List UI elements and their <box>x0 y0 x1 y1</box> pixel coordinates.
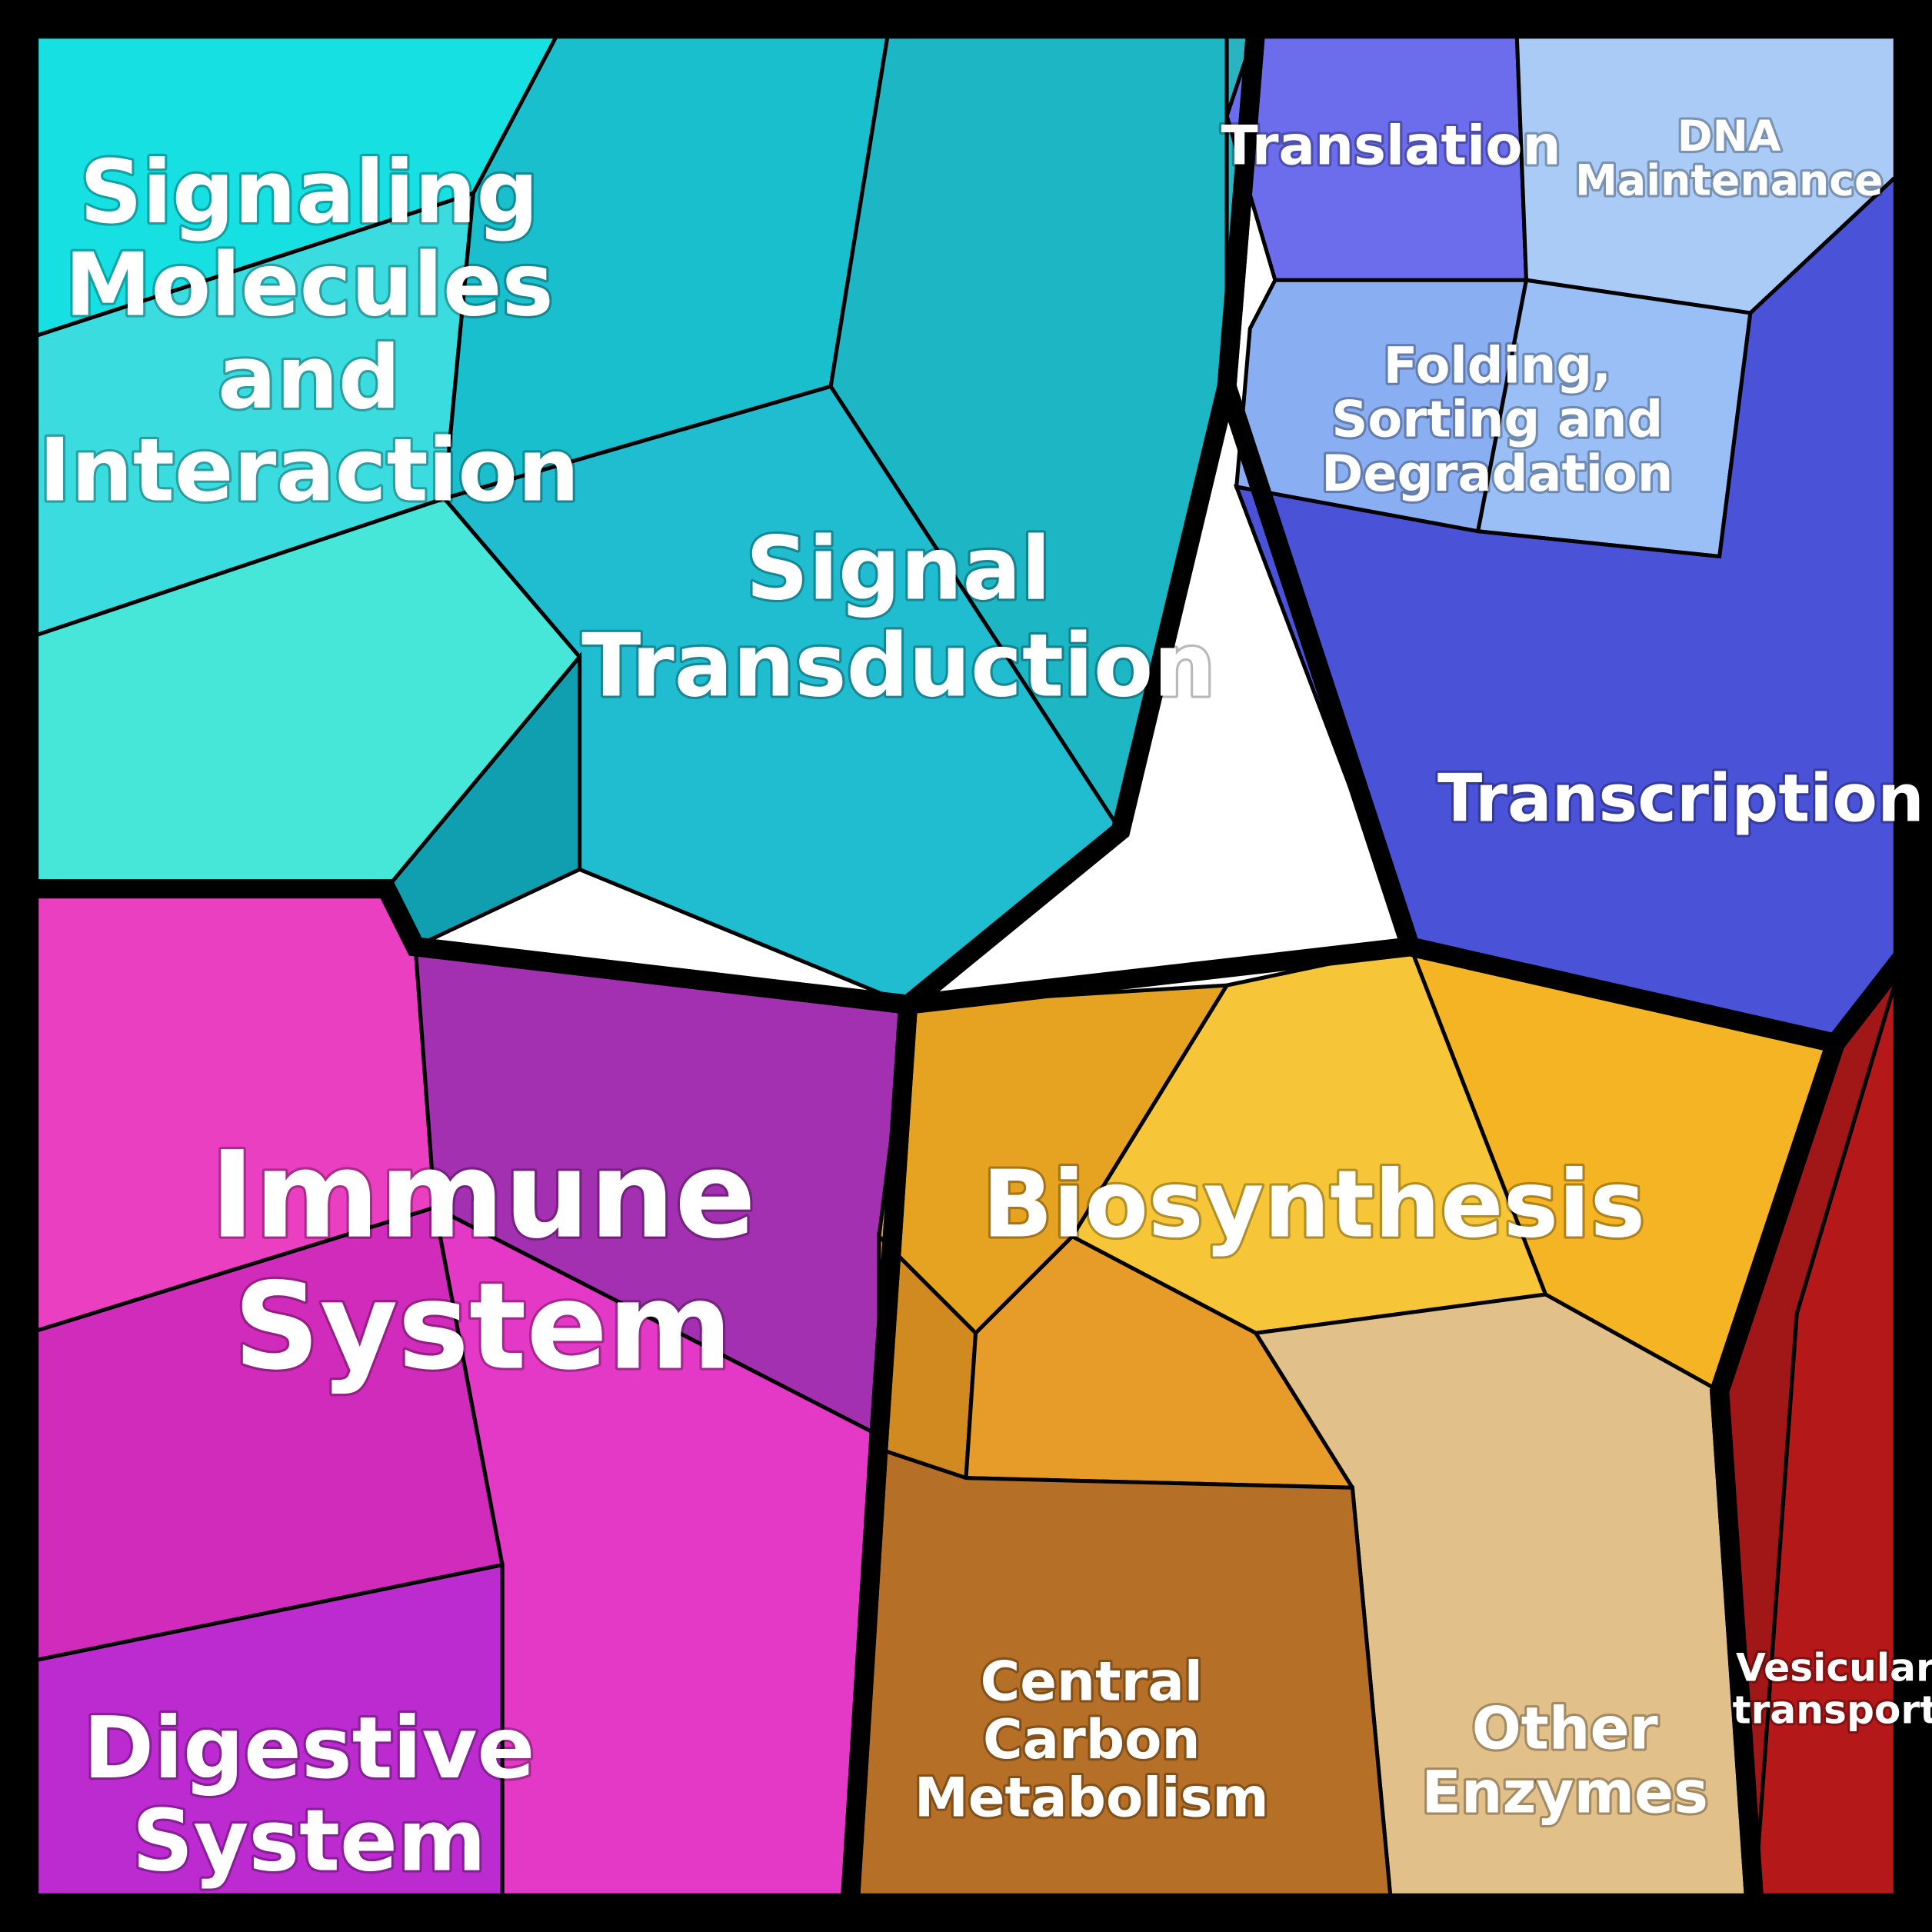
region-label: Translation <box>1221 115 1561 178</box>
region-label: Transduction <box>581 615 1215 716</box>
region-label: Molecules <box>65 234 554 335</box>
region-label: DNA <box>1677 112 1781 162</box>
region-label: Vesicular <box>1736 1644 1932 1690</box>
region-label: Enzymes <box>1421 1758 1708 1826</box>
region-label: Signal <box>746 518 1051 620</box>
region-label: Maintenance <box>1575 157 1884 206</box>
region-label: Central <box>981 1651 1203 1714</box>
region-label: System <box>132 1792 486 1891</box>
region-label: Carbon <box>983 1708 1200 1771</box>
region-label: Immune <box>210 1125 756 1265</box>
region-label: Metabolism <box>914 1766 1269 1829</box>
region-label: Sorting and <box>1331 391 1663 449</box>
region-label: Digestive <box>83 1699 535 1798</box>
region-label: Other <box>1472 1694 1658 1762</box>
region-label: Interaction <box>38 420 579 521</box>
region-label: transport <box>1733 1687 1932 1733</box>
region-label: Folding, <box>1384 336 1611 395</box>
region-label: Degradation <box>1321 445 1673 503</box>
region-label: Signaling <box>80 142 539 243</box>
region-label: and <box>218 327 401 428</box>
region-label: Biosynthesis <box>982 1151 1645 1259</box>
region-label: System <box>234 1256 733 1396</box>
region-label: Transcription <box>1437 761 1924 838</box>
voronoi-treemap: SignalingMoleculesandInteractionSignalTr… <box>0 0 1932 1932</box>
